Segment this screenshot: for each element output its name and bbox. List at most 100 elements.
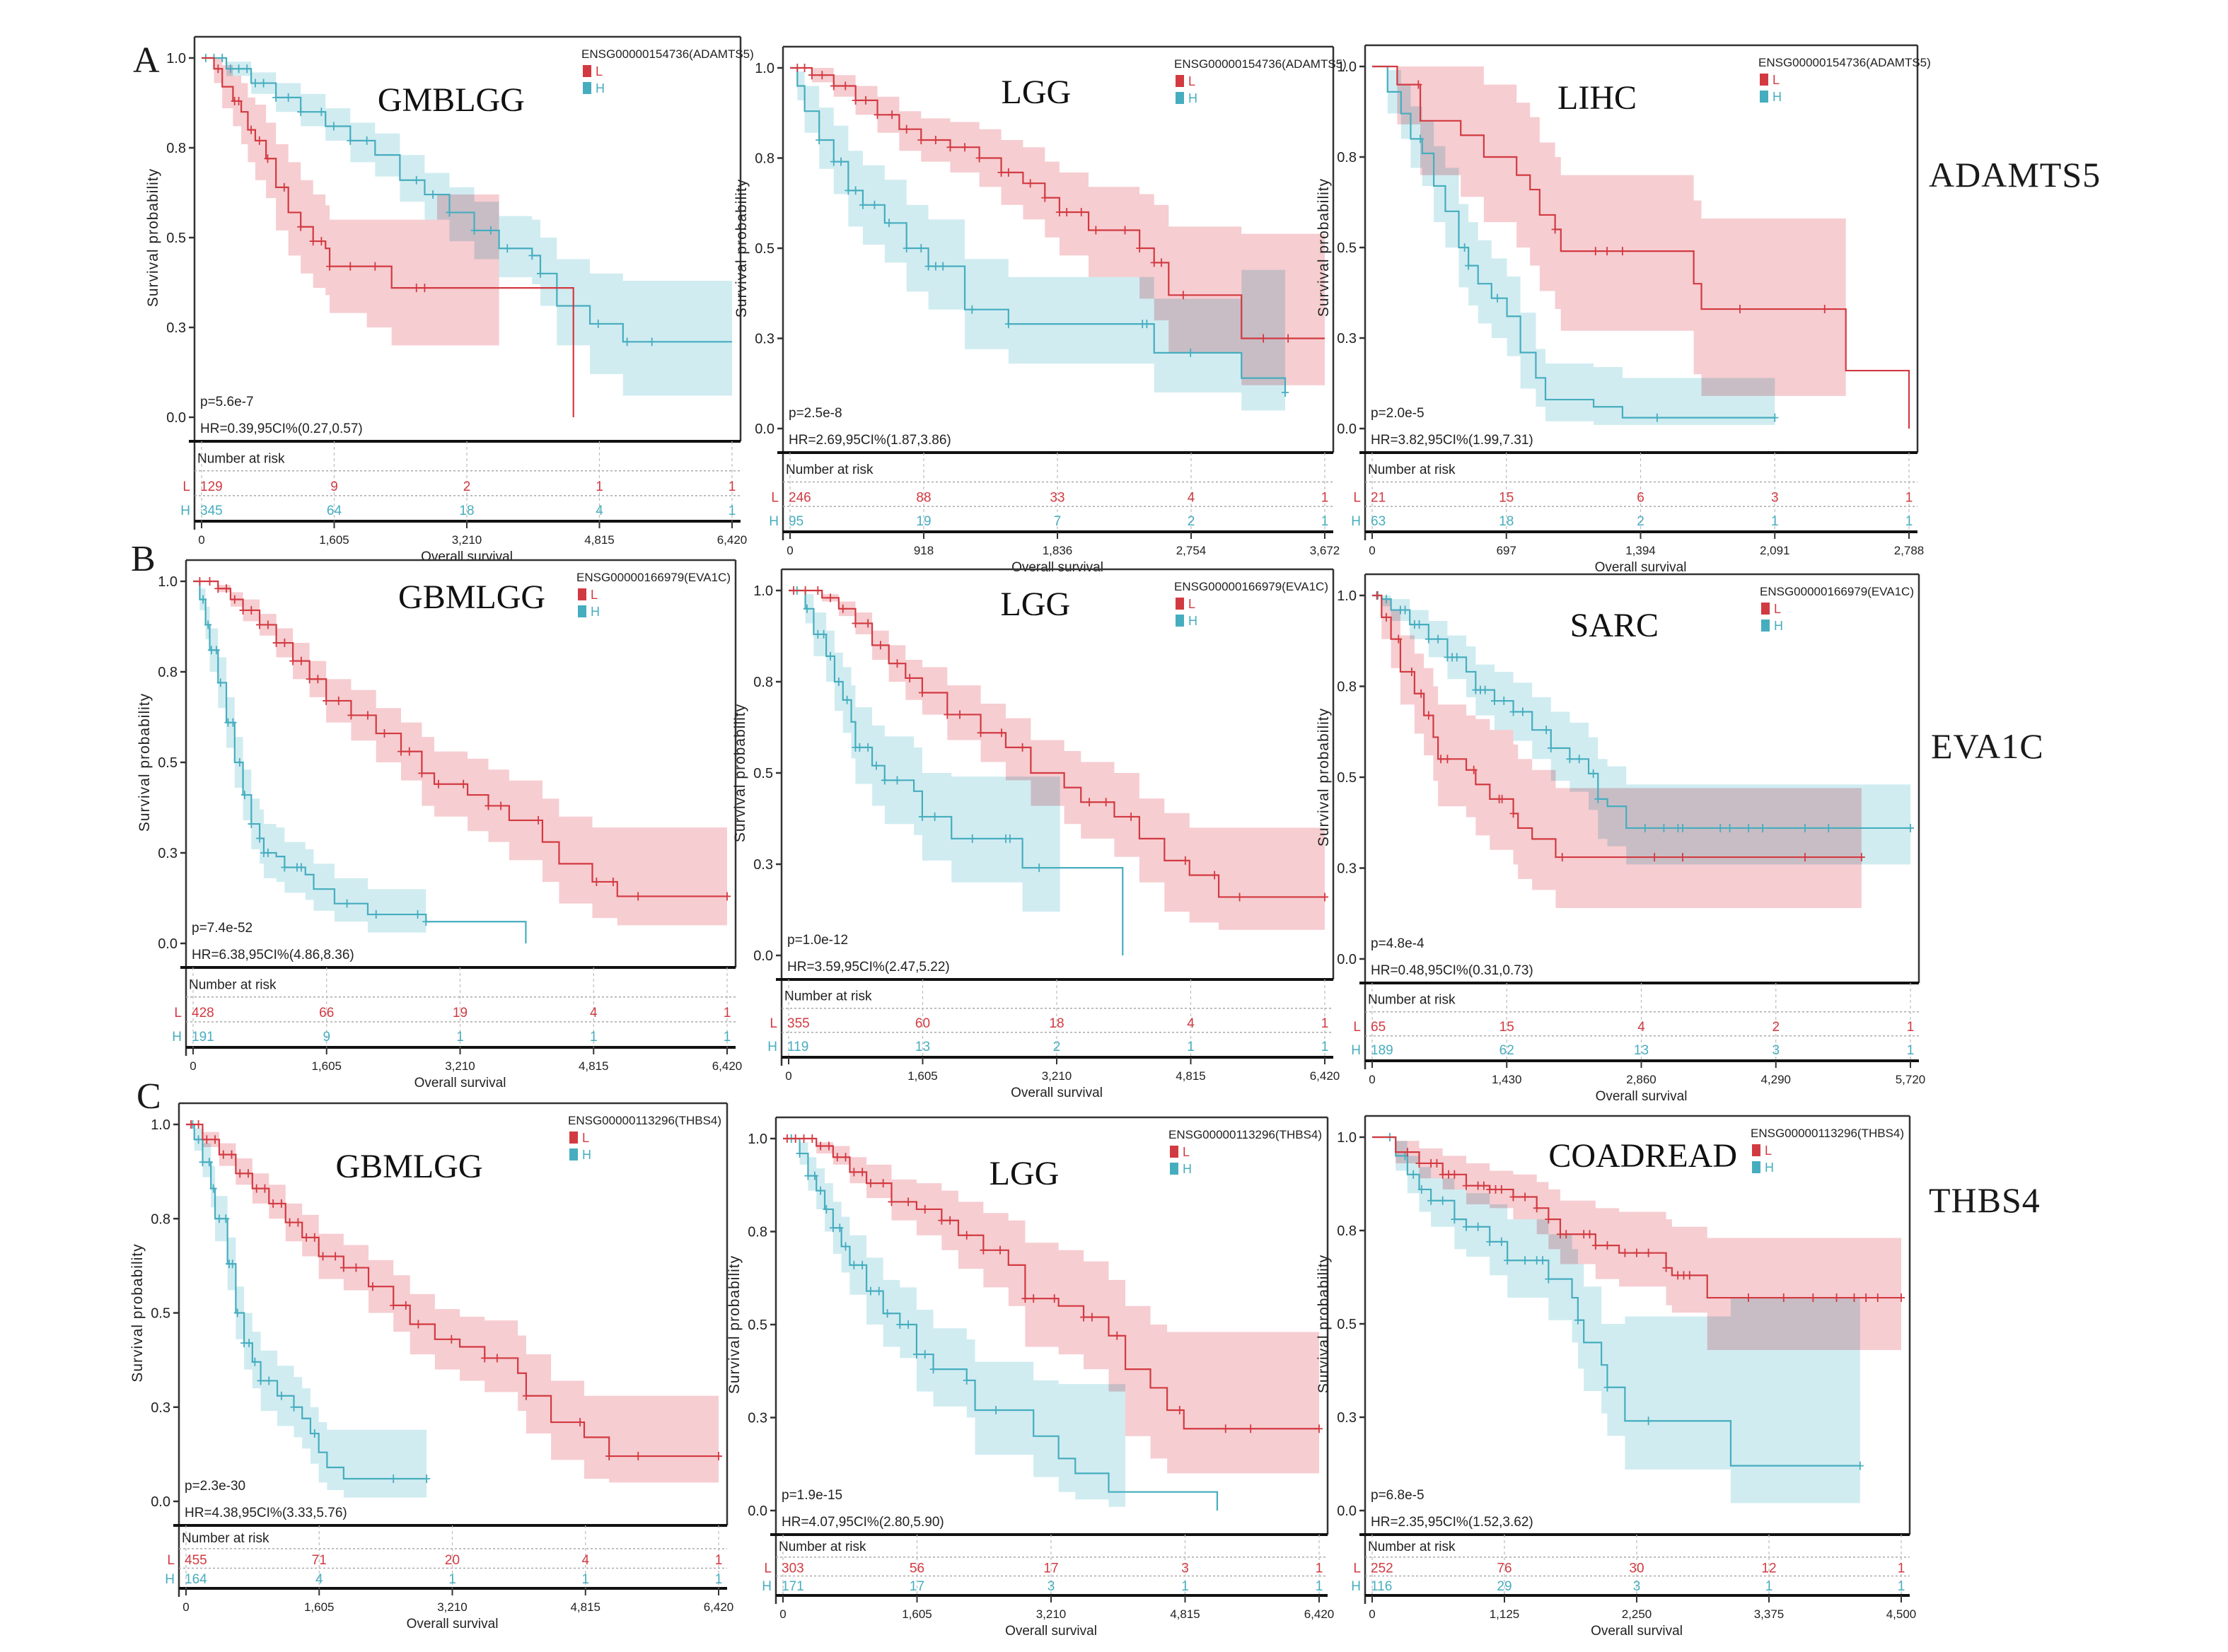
censor-mark (1660, 823, 1668, 832)
censor-mark (265, 1376, 273, 1385)
censor-mark (825, 1141, 832, 1151)
censor-marks-h (199, 595, 430, 926)
censor-mark (522, 1391, 530, 1400)
y-tick-label: 0.5 (753, 766, 773, 781)
risk-count-l: 4 (590, 1006, 598, 1020)
censor-mark (311, 1429, 318, 1438)
censor-mark (390, 1474, 398, 1484)
censor-mark (1558, 853, 1566, 862)
censor-marks-l (187, 1120, 722, 1461)
y-tick-label: 1.0 (151, 1117, 170, 1133)
legend-title: ENSG00000113296(THBS4) (568, 1114, 721, 1127)
y-tick-label: 0.0 (158, 936, 178, 952)
censor-mark (260, 78, 267, 88)
censor-mark (1833, 1293, 1840, 1303)
censor-mark (215, 1214, 223, 1223)
censor-mark (1685, 1271, 1693, 1280)
y-tick-label: 1.0 (158, 574, 178, 590)
y-tick-label: 0.0 (151, 1494, 170, 1510)
risk-count-h: 3 (1633, 1579, 1641, 1594)
censor-mark (485, 801, 492, 810)
censor-mark (1284, 334, 1292, 343)
risk-count-h: 2 (1188, 514, 1195, 529)
cohort-title: GBMLGG (335, 1148, 482, 1185)
censor-mark (448, 1334, 456, 1344)
legend-label-l: L (1772, 73, 1780, 87)
x-tick-label: 1,605 (319, 533, 349, 547)
ci-bands (193, 581, 727, 936)
legend-label-l: L (582, 1131, 589, 1145)
y-tick-label: 0.0 (166, 410, 186, 426)
censor-mark (1481, 685, 1489, 694)
ci-bands (1372, 1137, 1901, 1503)
y-tick-label: 0.8 (755, 151, 774, 167)
risk-count-h: 19 (916, 514, 931, 529)
x-tick-label: 3,210 (452, 533, 482, 547)
censor-mark (1080, 1313, 1088, 1322)
censor-mark (875, 1286, 883, 1296)
censor-mark (1809, 1293, 1817, 1303)
x-tick-label: 4,815 (1170, 1607, 1200, 1621)
censor-mark (975, 153, 983, 163)
gene-label-adamts5: ADAMTS5 (1929, 155, 2101, 194)
censor-mark (932, 136, 939, 144)
risk-count-h: 1 (1181, 1579, 1189, 1594)
risk-count-l: 1 (1321, 1016, 1329, 1031)
censor-mark (818, 71, 826, 80)
hazard-ratio: HR=2.35,95CI%(1.52,3.62) (1371, 1515, 1533, 1530)
censor-mark (924, 262, 932, 271)
p-value: p=2.0e-5 (1371, 406, 1425, 421)
risk-count-l: 1 (729, 479, 736, 494)
legend-swatch-l (1761, 603, 1770, 615)
censor-mark (269, 1199, 277, 1208)
risk-count-h: 1 (715, 1572, 723, 1587)
y-tick-label: 0.3 (1337, 861, 1357, 877)
censor-marks-h (787, 1134, 1000, 1414)
ci-band-h (783, 1139, 1126, 1507)
legend-label-h: H (1188, 91, 1197, 105)
censor-mark (236, 758, 243, 767)
legend-label-l: L (1183, 1145, 1190, 1159)
censor-mark (859, 1260, 866, 1269)
y-tick-label: 0.0 (753, 948, 773, 964)
censor-mark (1801, 853, 1809, 862)
censor-mark (903, 244, 910, 252)
x-axis-title: Overall survival (407, 1617, 499, 1631)
censor-mark (1509, 809, 1517, 818)
censor-mark (1519, 707, 1526, 716)
cohort-title: SARC (1570, 607, 1659, 644)
censor-mark (1653, 413, 1661, 422)
censor-mark (893, 776, 901, 785)
censor-mark (536, 269, 544, 278)
x-tick-label: 1,605 (902, 1607, 932, 1621)
censor-mark (1618, 247, 1626, 256)
risk-row-label-h: H (1351, 1043, 1361, 1058)
censor-mark (203, 1135, 211, 1144)
km-plot-c2: 1.0 0.8 0.5 0.3 0.0 Survival probability LGG EN… (726, 1116, 1334, 1639)
censor-mark (968, 834, 976, 843)
censor-mark (1566, 755, 1574, 764)
censor-mark (879, 1179, 887, 1188)
ci-bands (1372, 66, 1846, 425)
x-tick-label: 0 (787, 544, 793, 557)
censor-mark (264, 849, 272, 857)
hazard-ratio: HR=0.48,95CI%(0.31,0.73) (1371, 963, 1533, 978)
risk-count-h: 1 (729, 504, 736, 518)
censor-mark (1465, 261, 1473, 270)
censor-mark (256, 834, 264, 843)
y-tick-label: 0.8 (158, 665, 178, 680)
censor-mark (634, 892, 642, 901)
legend-title: ENSG00000154736(ADAMTS5) (1758, 56, 1931, 69)
cohort-title: GMBLGG (378, 81, 525, 119)
censor-mark (817, 1186, 825, 1195)
censor-mark (286, 1218, 294, 1227)
censor-mark (1415, 1158, 1423, 1168)
legend-title: ENSG00000154736(ADAMTS5) (581, 47, 754, 61)
risk-count-l: 6 (1637, 490, 1644, 505)
censor-mark (1801, 823, 1809, 832)
censor-marks-l (783, 1134, 1323, 1433)
censor-mark (248, 820, 255, 829)
censor-mark (235, 64, 243, 74)
censor-mark (245, 1339, 253, 1348)
censor-mark (214, 64, 222, 74)
